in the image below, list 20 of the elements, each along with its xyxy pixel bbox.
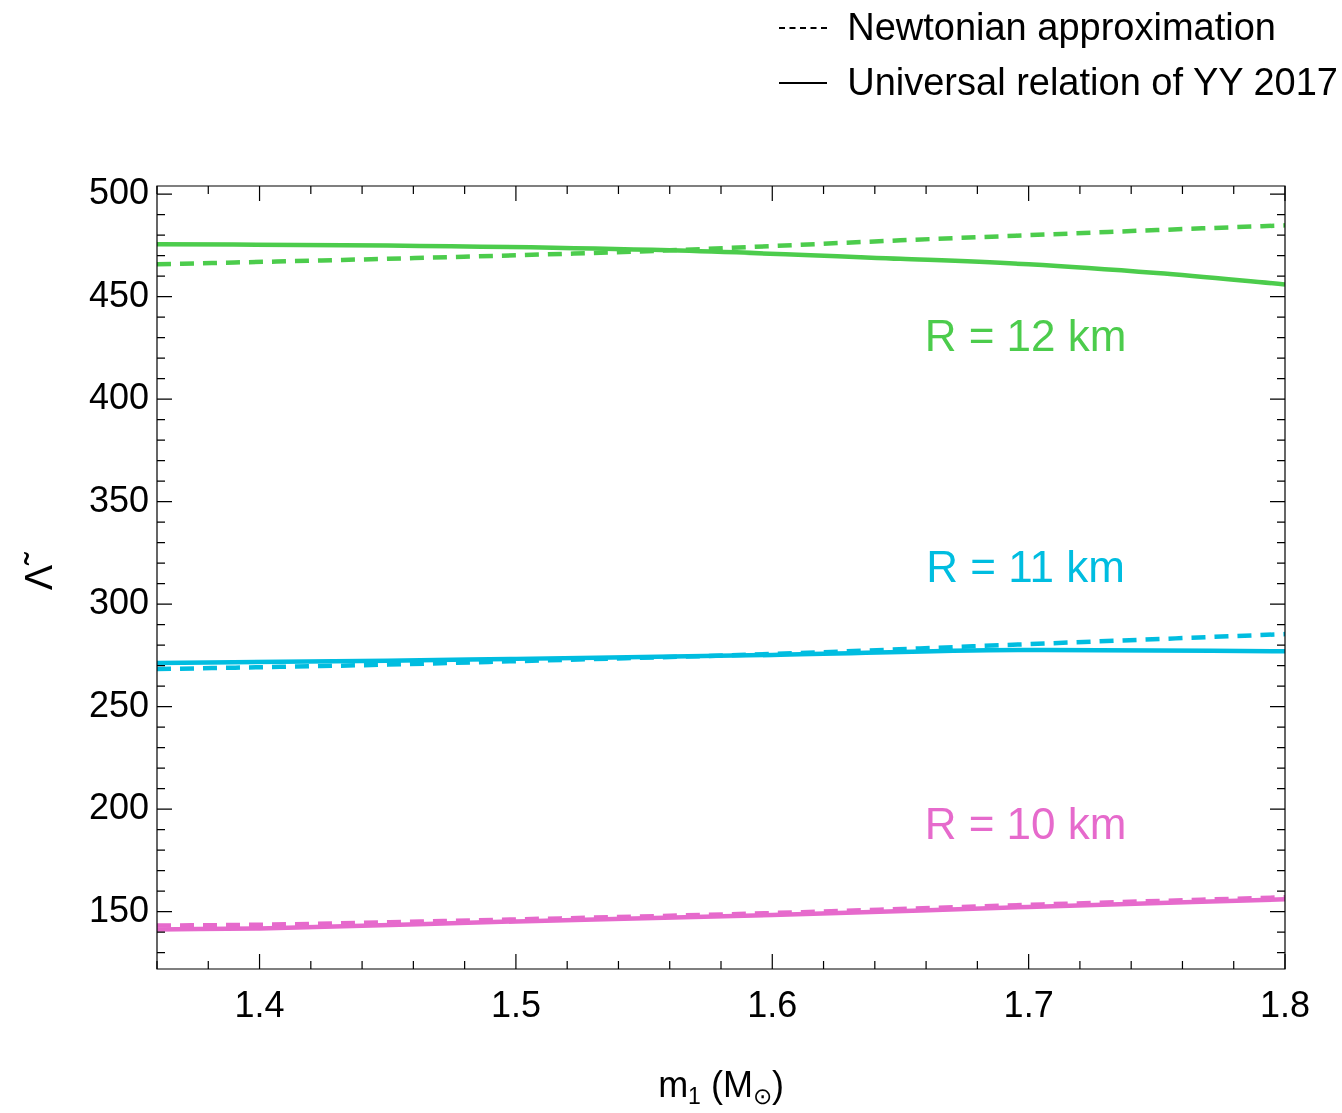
x-tick-label: 1.6 bbox=[747, 983, 798, 1025]
series-label: R = 11 km bbox=[926, 542, 1125, 592]
y-tick-label: 400 bbox=[88, 376, 149, 418]
y-tick-label: 150 bbox=[88, 888, 149, 930]
y-tick-label: 500 bbox=[88, 171, 149, 213]
text: Universal relation of YY 2017 bbox=[847, 61, 1338, 104]
x-tick-label: 1.8 bbox=[1259, 983, 1311, 1025]
y-tick-label: 350 bbox=[88, 478, 149, 520]
line-series bbox=[157, 631, 1285, 672]
series-label: R = 12 km bbox=[924, 311, 1127, 361]
y-tick-label: 450 bbox=[88, 273, 149, 315]
x-tick-label: 1.4 bbox=[234, 983, 285, 1025]
y-tick-label: 200 bbox=[88, 786, 149, 828]
x-tick-label: 1.5 bbox=[490, 983, 541, 1025]
x-tick-label: 1.7 bbox=[1003, 983, 1054, 1025]
y-axis-title: Λ̃ bbox=[18, 551, 61, 591]
series-label: R = 10 km bbox=[924, 799, 1127, 849]
text: Newtonian approximation bbox=[847, 6, 1277, 49]
y-tick-label: 250 bbox=[88, 683, 149, 725]
y-tick-label: 300 bbox=[88, 581, 149, 623]
